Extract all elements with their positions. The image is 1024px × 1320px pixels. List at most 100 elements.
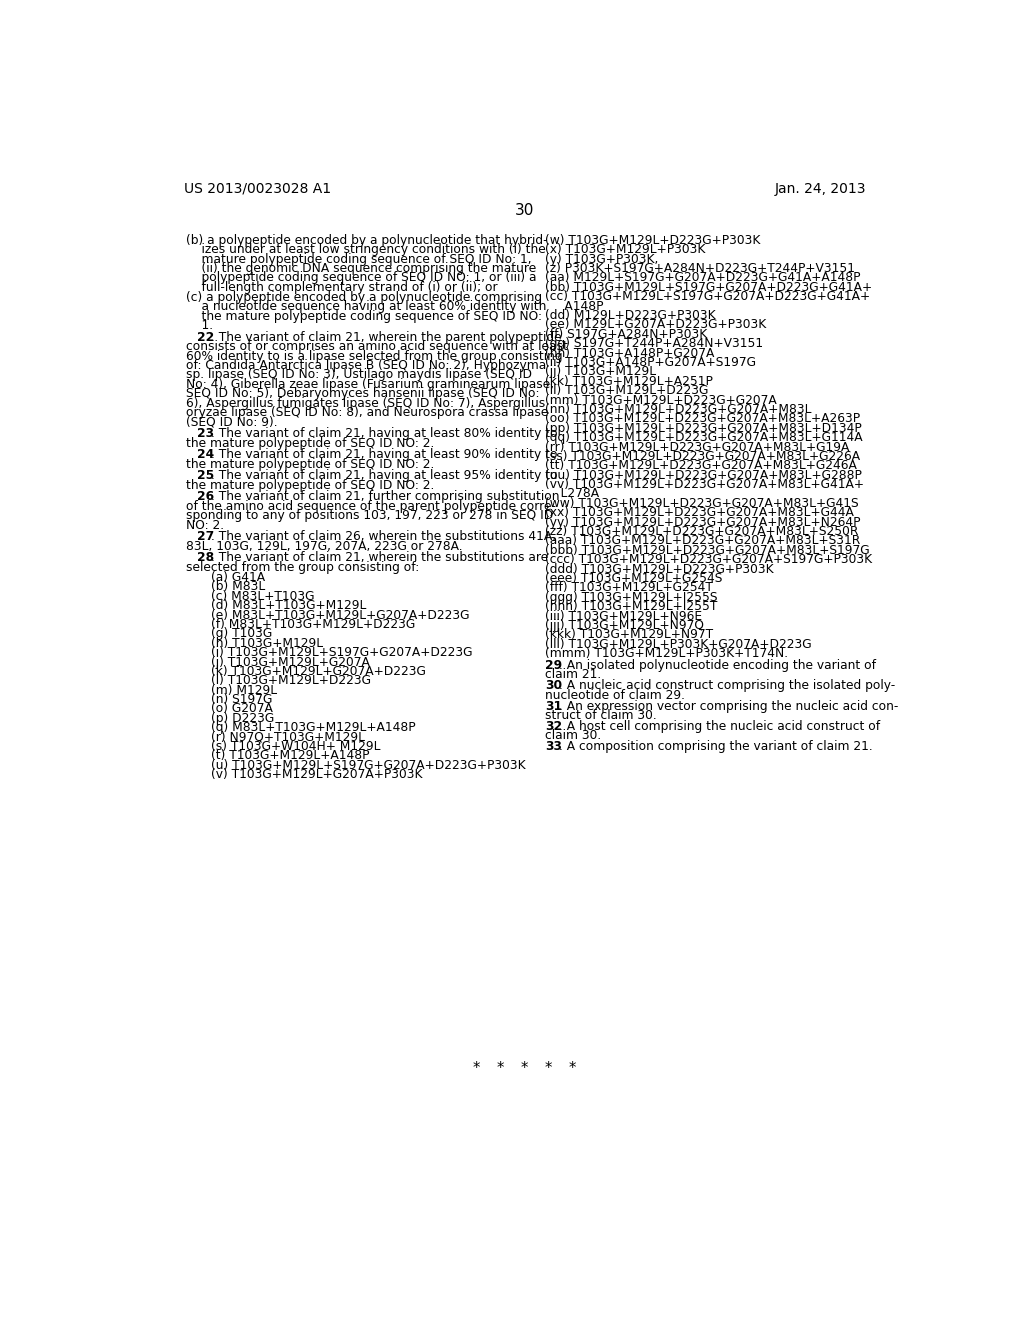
Text: 33: 33	[545, 741, 562, 754]
Text: (kkk) T103G+M129L+N97T: (kkk) T103G+M129L+N97T	[545, 628, 713, 642]
Text: 27: 27	[197, 531, 214, 544]
Text: . A composition comprising the variant of claim 21.: . A composition comprising the variant o…	[558, 741, 872, 754]
Text: (t) T103G+M129L+A148P: (t) T103G+M129L+A148P	[211, 750, 370, 763]
Text: . The variant of claim 21, further comprising substitution: . The variant of claim 21, further compr…	[211, 491, 559, 503]
Text: sp. lipase (SEQ ID No: 3), Ustilago maydis lipase (SEQ ID: sp. lipase (SEQ ID No: 3), Ustilago mayd…	[186, 368, 532, 381]
Text: (hh) T103G+A148P+G207A: (hh) T103G+A148P+G207A	[545, 347, 715, 359]
Text: (lll) T103G+M129L+P303K+G207A+D223G: (lll) T103G+M129L+P303K+G207A+D223G	[545, 638, 812, 651]
Text: (ll) T103G+M129L+D223G: (ll) T103G+M129L+D223G	[545, 384, 709, 397]
Text: (pp) T103G+M129L+D223G+G207A+M83L+D134P: (pp) T103G+M129L+D223G+G207A+M83L+D134P	[545, 422, 862, 434]
Text: (ff) S197G+A284N+P303K: (ff) S197G+A284N+P303K	[545, 327, 708, 341]
Text: (m) M129L: (m) M129L	[211, 684, 278, 697]
Text: (vv) T103G+M129L+D223G+G207A+M83L+G41A+: (vv) T103G+M129L+D223G+G207A+M83L+G41A+	[545, 478, 864, 491]
Text: (j) T103G+M129L+G207A: (j) T103G+M129L+G207A	[211, 656, 370, 668]
Text: (n) S197G: (n) S197G	[211, 693, 272, 706]
Text: (d) M83L+T103G+M129L: (d) M83L+T103G+M129L	[211, 599, 367, 612]
Text: (gg) S197G+T244P+A284N+V3151: (gg) S197G+T244P+A284N+V3151	[545, 337, 763, 350]
Text: 24: 24	[197, 449, 214, 461]
Text: . An expression vector comprising the nucleic acid con-: . An expression vector comprising the nu…	[559, 700, 898, 713]
Text: . The variant of claim 26, wherein the substitutions 41A,: . The variant of claim 26, wherein the s…	[211, 531, 556, 544]
Text: consists of or comprises an amino acid sequence with at least: consists of or comprises an amino acid s…	[186, 341, 568, 354]
Text: struct of claim 30.: struct of claim 30.	[545, 709, 656, 722]
Text: (mmm) T103G+M129L+P303K+T174N.: (mmm) T103G+M129L+P303K+T174N.	[545, 647, 788, 660]
Text: (f) M83L+T103G+M129L+D223G: (f) M83L+T103G+M129L+D223G	[211, 618, 415, 631]
Text: 83L, 103G, 129L, 197G, 207A, 223G or 278A.: 83L, 103G, 129L, 197G, 207A, 223G or 278…	[186, 540, 463, 553]
Text: (s) T103G+W104H+ M129L: (s) T103G+W104H+ M129L	[211, 741, 381, 752]
Text: . The variant of claim 21, having at least 90% identity to: . The variant of claim 21, having at lea…	[211, 449, 557, 461]
Text: (ss) T103G+M129L+D223G+G207A+M83L+G226A: (ss) T103G+M129L+D223G+G207A+M83L+G226A	[545, 450, 860, 463]
Text: (g) T103G: (g) T103G	[211, 627, 272, 640]
Text: (eee) T103G+M129L+G254S: (eee) T103G+M129L+G254S	[545, 572, 722, 585]
Text: 26: 26	[197, 491, 214, 503]
Text: (kk) T103G+M129L+A251P: (kk) T103G+M129L+A251P	[545, 375, 713, 388]
Text: oryzae lipase (SEQ ID No: 8), and Neurospora crassa lipase: oryzae lipase (SEQ ID No: 8), and Neuros…	[186, 407, 549, 418]
Text: 32: 32	[545, 719, 562, 733]
Text: (v) T103G+M129L+G207A+P303K: (v) T103G+M129L+G207A+P303K	[211, 768, 423, 781]
Text: 31: 31	[545, 700, 562, 713]
Text: . An isolated polynucleotide encoding the variant of: . An isolated polynucleotide encoding th…	[559, 659, 876, 672]
Text: (jj) T103G+M129L: (jj) T103G+M129L	[545, 366, 656, 379]
Text: US 2013/0023028 A1: US 2013/0023028 A1	[183, 182, 331, 195]
Text: (yy) T103G+M129L+D223G+G207A+M83L+N264P: (yy) T103G+M129L+D223G+G207A+M83L+N264P	[545, 516, 860, 529]
Text: (y) T103G+P303K,: (y) T103G+P303K,	[545, 252, 658, 265]
Text: 30: 30	[515, 203, 535, 218]
Text: (fff) T103G+M129L+G254T: (fff) T103G+M129L+G254T	[545, 581, 713, 594]
Text: (ee) M129L+G207A+D223G+P303K: (ee) M129L+G207A+D223G+P303K	[545, 318, 766, 331]
Text: (w) T103G+M129L+D223G+P303K: (w) T103G+M129L+D223G+P303K	[545, 234, 761, 247]
Text: Jan. 24, 2013: Jan. 24, 2013	[774, 182, 866, 195]
Text: (ccc) T103G+M129L+D223G+G207A+S197G+P303K: (ccc) T103G+M129L+D223G+G207A+S197G+P303…	[545, 553, 872, 566]
Text: selected from the group consisting of:: selected from the group consisting of:	[186, 561, 420, 574]
Text: (a) G41A: (a) G41A	[211, 572, 265, 583]
Text: 25: 25	[197, 470, 214, 482]
Text: of: Candida Antarctica lipase B (SEQ ID No: 2), Hyphozyma: of: Candida Antarctica lipase B (SEQ ID …	[186, 359, 547, 372]
Text: full-length complementary strand of (i) or (ii); or: full-length complementary strand of (i) …	[186, 281, 498, 294]
Text: polypeptide coding sequence of SEQ ID NO: 1, or (iii) a: polypeptide coding sequence of SEQ ID NO…	[186, 272, 537, 284]
Text: izes under at least low stringency conditions with (i) the: izes under at least low stringency condi…	[186, 243, 546, 256]
Text: . A host cell comprising the nucleic acid construct of: . A host cell comprising the nucleic aci…	[559, 719, 880, 733]
Text: . The variant of claim 21, having at least 95% identity to: . The variant of claim 21, having at lea…	[211, 470, 557, 482]
Text: (iii) T103G+M129L+N96E: (iii) T103G+M129L+N96E	[545, 610, 702, 623]
Text: (jjj) T103G+M129L+N97Q: (jjj) T103G+M129L+N97Q	[545, 619, 703, 632]
Text: (x) T103G+M129L+P303K: (x) T103G+M129L+P303K	[545, 243, 706, 256]
Text: (r) N97Q+T103G+M129L: (r) N97Q+T103G+M129L	[211, 731, 365, 743]
Text: (SEQ ID No: 9).: (SEQ ID No: 9).	[186, 416, 278, 429]
Text: 1.: 1.	[186, 319, 213, 333]
Text: (u) T103G+M129L+S197G+G207A+D223G+P303K: (u) T103G+M129L+S197G+G207A+D223G+P303K	[211, 759, 525, 772]
Text: 23: 23	[197, 428, 214, 440]
Text: 30: 30	[545, 680, 562, 692]
Text: (rr) T103G+M129L+D223G+G207A+M83L+G19A: (rr) T103G+M129L+D223G+G207A+M83L+G19A	[545, 441, 849, 454]
Text: 60% identity to is a lipase selected from the group consisting: 60% identity to is a lipase selected fro…	[186, 350, 563, 363]
Text: (ggg) T103G+M129L+I255S: (ggg) T103G+M129L+I255S	[545, 591, 718, 603]
Text: L278A: L278A	[545, 487, 599, 500]
Text: (nn) T103G+M129L+D223G+G207A+M83L: (nn) T103G+M129L+D223G+G207A+M83L	[545, 403, 811, 416]
Text: (b) M83L: (b) M83L	[211, 581, 265, 594]
Text: (l) T103G+M129L+D223G: (l) T103G+M129L+D223G	[211, 675, 371, 688]
Text: (e) M83L+T103G+M129L+G207A+D223G: (e) M83L+T103G+M129L+G207A+D223G	[211, 609, 469, 622]
Text: (bbb) T103G+M129L+D223G+G207A+M83L+S197G: (bbb) T103G+M129L+D223G+G207A+M83L+S197G	[545, 544, 869, 557]
Text: No: 4), Giberella zeae lipase (Fusarium graminearum lipase,: No: 4), Giberella zeae lipase (Fusarium …	[186, 378, 554, 391]
Text: (hhh) T103G+M129L+I255T: (hhh) T103G+M129L+I255T	[545, 601, 718, 614]
Text: (ii) T103G+A148P+G207A+S197G: (ii) T103G+A148P+G207A+S197G	[545, 356, 756, 370]
Text: (tt) T103G+M129L+D223G+G207A+M83L+G246A: (tt) T103G+M129L+D223G+G207A+M83L+G246A	[545, 459, 857, 473]
Text: (ii) the genomic DNA sequence comprising the mature: (ii) the genomic DNA sequence comprising…	[186, 263, 537, 275]
Text: the mature polypeptide of SEQ ID NO: 2.: the mature polypeptide of SEQ ID NO: 2.	[186, 479, 434, 492]
Text: a nucleotide sequence having at least 60% identity with: a nucleotide sequence having at least 60…	[186, 301, 547, 313]
Text: (aa) M129L+S197G+G207A+D223G+G41A+A148P: (aa) M129L+S197G+G207A+D223G+G41A+A148P	[545, 272, 860, 284]
Text: (ddd) T103G+M129L+D223G+P303K: (ddd) T103G+M129L+D223G+P303K	[545, 562, 773, 576]
Text: (p) D223G: (p) D223G	[211, 711, 274, 725]
Text: 29: 29	[545, 659, 562, 672]
Text: (b) a polypeptide encoded by a polynucleotide that hybrid-: (b) a polypeptide encoded by a polynucle…	[186, 234, 548, 247]
Text: (xx) T103G+M129L+D223G+G207A+M83L+G44A: (xx) T103G+M129L+D223G+G207A+M83L+G44A	[545, 507, 854, 519]
Text: sponding to any of positions 103, 197, 223 or 278 in SEQ ID: sponding to any of positions 103, 197, 2…	[186, 510, 553, 523]
Text: the mature polypeptide of SEQ ID NO: 2.: the mature polypeptide of SEQ ID NO: 2.	[186, 458, 434, 471]
Text: . The variant of claim 21, having at least 80% identity to: . The variant of claim 21, having at lea…	[211, 428, 557, 440]
Text: (oo) T103G+M129L+D223G+G207A+M83L+A263P: (oo) T103G+M129L+D223G+G207A+M83L+A263P	[545, 412, 860, 425]
Text: (k) T103G+M129L+G207A+D223G: (k) T103G+M129L+G207A+D223G	[211, 665, 426, 678]
Text: NO: 2.: NO: 2.	[186, 519, 224, 532]
Text: (cc) T103G+M129L+S197G+G207A+D223G+G41A+: (cc) T103G+M129L+S197G+G207A+D223G+G41A+	[545, 290, 870, 304]
Text: (i) T103G+M129L+S197G+G207A+D223G: (i) T103G+M129L+S197G+G207A+D223G	[211, 645, 472, 659]
Text: (qq) T103G+M129L+D223G+G207A+M83L+G114A: (qq) T103G+M129L+D223G+G207A+M83L+G114A	[545, 432, 862, 444]
Text: . The variant of claim 21, wherein the parent polypeptide: . The variant of claim 21, wherein the p…	[211, 331, 561, 345]
Text: mature polypeptide coding sequence of SEQ ID No: 1,: mature polypeptide coding sequence of SE…	[186, 252, 531, 265]
Text: the mature polypeptide coding sequence of SEQ ID NO:: the mature polypeptide coding sequence o…	[186, 310, 542, 323]
